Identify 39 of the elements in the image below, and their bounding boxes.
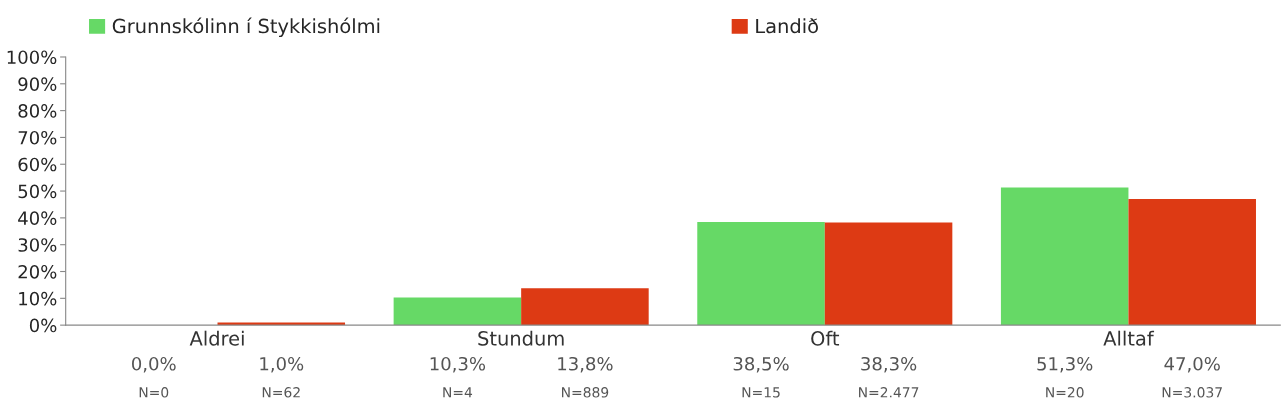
x-tick-label: Aldrei — [189, 330, 244, 346]
text: N=889 — [562, 387, 609, 398]
text: N=4 — [443, 387, 473, 398]
y-tick-label: 70% — [18, 130, 57, 145]
text: N=62 — [262, 387, 300, 398]
x-tick-label: Alltaf — [1103, 330, 1155, 346]
text: N=0 — [139, 387, 169, 398]
y-tick-label: 50% — [18, 184, 57, 199]
bar — [697, 221, 825, 326]
bar — [1000, 187, 1129, 326]
data-label: 47,0% — [1164, 356, 1220, 373]
bar — [393, 297, 522, 326]
y-tick-label: 10% — [19, 291, 57, 306]
legend-label: Grunnskólinn í Stykkishólmi — [112, 17, 380, 38]
x-tick-label: Stundum — [478, 330, 564, 346]
y-tick-label: 80% — [18, 104, 57, 118]
text: N=15 — [742, 387, 780, 398]
data-label: 51,3% — [1037, 356, 1093, 373]
data-label: 38,3% — [861, 356, 917, 373]
y-tick-label: 100% — [7, 50, 57, 65]
x-tick-label: Oft — [811, 330, 840, 346]
y-tick-label: 30% — [18, 238, 57, 252]
text: N=20 — [1046, 387, 1084, 398]
y-tick-label: 60% — [18, 157, 57, 172]
data-label: 13,8% — [558, 356, 613, 373]
y-tick-label: 40% — [18, 211, 57, 225]
data-label: 0,0% — [132, 356, 176, 373]
bar — [1128, 199, 1256, 326]
data-label: 38,5% — [733, 356, 789, 373]
data-label: 10,3% — [430, 356, 486, 373]
text: N=2.477 — [859, 387, 919, 398]
text: N=3.037 — [1162, 387, 1222, 398]
y-tick-label: 20% — [18, 264, 57, 279]
y-tick-label: 90% — [18, 77, 57, 91]
bar — [824, 222, 953, 326]
legend-label: Landið — [756, 18, 818, 34]
y-tick-label: 0% — [29, 318, 57, 333]
bar — [521, 288, 649, 326]
data-label: 1,0% — [260, 356, 304, 373]
